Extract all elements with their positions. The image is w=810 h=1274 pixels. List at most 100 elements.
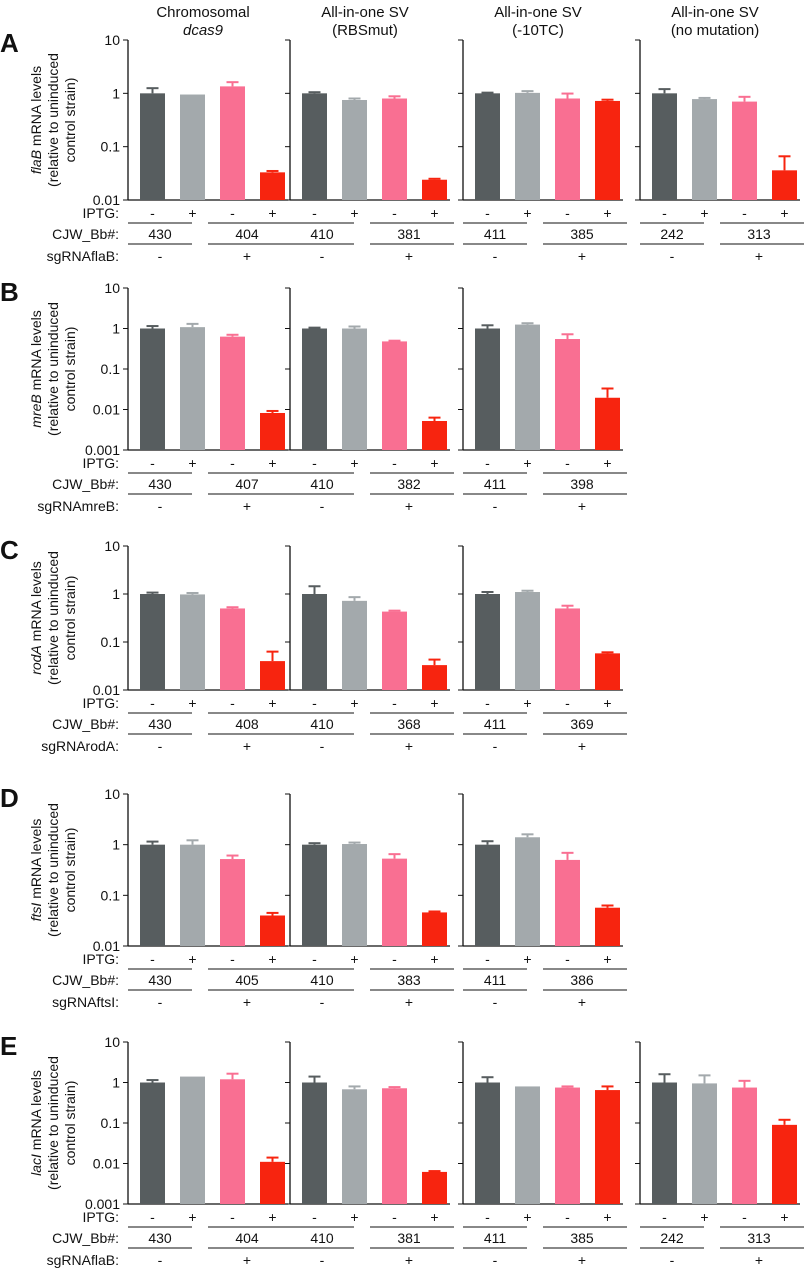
iptg-sign: +: [430, 695, 438, 711]
y-axis-label-line2: (relative to uninduced: [45, 551, 61, 685]
iptg-sign: -: [230, 205, 235, 221]
iptg-sign: +: [603, 1209, 611, 1225]
y-tick-label: 0.1: [101, 634, 121, 650]
iptg-sign: +: [188, 205, 196, 221]
bar: [555, 98, 580, 200]
bar: [555, 859, 580, 946]
iptg-sign: +: [188, 695, 196, 711]
iptg-sign: -: [662, 205, 667, 221]
sgrna-sign: +: [243, 994, 251, 1010]
y-tick-label: 1: [112, 586, 120, 602]
iptg-sign: -: [312, 205, 317, 221]
sgrna-sign: +: [243, 498, 251, 514]
iptg-sign: +: [268, 951, 276, 967]
sgrna-sign: +: [243, 248, 251, 264]
bar: [220, 86, 245, 200]
y-tick-label: 10: [104, 280, 120, 296]
iptg-sign: -: [230, 1209, 235, 1225]
y-tick-label: 0.1: [101, 887, 121, 903]
y-axis-label-line1: lacI mRNA levels: [28, 1070, 44, 1176]
bar: [475, 1082, 500, 1204]
iptg-sign: +: [188, 1209, 196, 1225]
strain-number: 411: [484, 716, 507, 732]
sgrna-sign: -: [158, 1252, 163, 1268]
iptg-sign: -: [742, 205, 747, 221]
iptg-sign: +: [350, 205, 358, 221]
iptg-sign: -: [485, 951, 490, 967]
sgrna-sign: +: [405, 248, 413, 264]
sgrna-sign: -: [493, 994, 498, 1010]
bar: [595, 1090, 620, 1204]
strain-number: 385: [570, 1230, 594, 1246]
sgrna-sign: +: [405, 498, 413, 514]
y-axis-label-line2: (relative to uninduced: [45, 1056, 61, 1190]
y-axis-label-line2: (relative to uninduced: [45, 302, 61, 436]
iptg-sign: -: [565, 695, 570, 711]
sgrna-sign: +: [578, 248, 586, 264]
iptg-sign: -: [392, 695, 397, 711]
sgrna-sign: +: [755, 248, 763, 264]
y-tick-label: 1: [112, 85, 120, 101]
strain-number: 385: [570, 226, 594, 242]
sgrna-sign: +: [405, 994, 413, 1010]
y-tick-label: 0.1: [101, 1115, 121, 1131]
strain-number: 411: [484, 476, 507, 492]
sgrna-sign: -: [158, 248, 163, 264]
bar: [342, 328, 367, 450]
strain-number: 411: [484, 1230, 507, 1246]
bar: [302, 594, 327, 690]
iptg-sign: -: [485, 1209, 490, 1225]
sgrna-sign: -: [493, 738, 498, 754]
strain-number: 408: [235, 716, 259, 732]
bar: [342, 99, 367, 200]
panel-letter: D: [0, 783, 19, 813]
y-tick-label: 0.01: [93, 402, 120, 418]
y-tick-label: 0.001: [85, 1196, 120, 1212]
gene-name: ftsI: [28, 903, 44, 922]
strain-number: 430: [148, 716, 172, 732]
strain-number: 381: [397, 226, 421, 242]
iptg-sign: +: [188, 455, 196, 471]
iptg-sign: +: [523, 695, 531, 711]
iptg-sign: -: [565, 455, 570, 471]
iptg-sign: +: [268, 205, 276, 221]
y-tick-label: 0.1: [101, 139, 121, 155]
sgrna-sign: +: [578, 994, 586, 1010]
bar: [140, 93, 165, 200]
y-axis-label-line1: flaB mRNA levels: [28, 66, 44, 174]
column-header-line1: All-in-one SV: [494, 4, 582, 21]
iptg-sign: -: [392, 455, 397, 471]
bar: [342, 844, 367, 946]
y-tick-label: 0.01: [93, 938, 120, 954]
bar: [140, 594, 165, 690]
sgrna-sign: +: [578, 498, 586, 514]
iptg-sign: +: [350, 1209, 358, 1225]
column-header-line2: dcas9: [183, 22, 224, 39]
iptg-sign: -: [392, 205, 397, 221]
strain-number: 410: [310, 972, 334, 988]
iptg-sign: +: [188, 951, 196, 967]
bar: [260, 412, 285, 450]
bar: [220, 1079, 245, 1204]
iptg-row-label: IPTG:: [82, 205, 119, 221]
iptg-sign: +: [603, 695, 611, 711]
iptg-sign: -: [150, 695, 155, 711]
sgrna-row-label: sgRNArodA:: [41, 738, 119, 754]
bar: [515, 324, 540, 450]
sgrna-sign: -: [493, 1252, 498, 1268]
bar: [220, 859, 245, 946]
strain-number: 411: [484, 972, 507, 988]
bar: [555, 608, 580, 690]
bar: [475, 844, 500, 946]
y-tick-label: 0.1: [101, 361, 121, 377]
iptg-sign: -: [230, 455, 235, 471]
bar: [595, 397, 620, 450]
strain-row-label: CJW_Bb#:: [52, 1230, 119, 1246]
strain-number: 383: [397, 972, 421, 988]
strain-number: 411: [484, 226, 507, 242]
y-tick-label: 0.01: [93, 192, 120, 208]
bar: [180, 94, 205, 200]
bar: [382, 341, 407, 450]
iptg-sign: +: [430, 1209, 438, 1225]
